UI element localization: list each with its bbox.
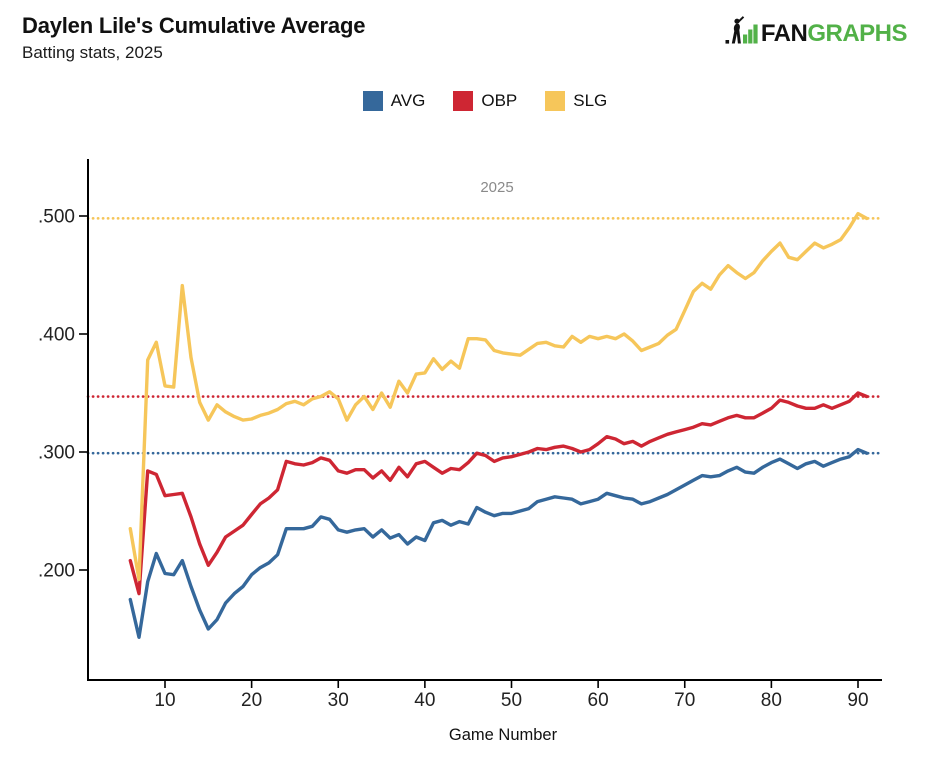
legend-item-obp[interactable]: OBP (453, 91, 517, 111)
header: Daylen Lile's Cumulative Average Batting… (22, 13, 365, 63)
fangraphs-logo-icon (725, 16, 758, 44)
x-tick-label: 30 (328, 690, 349, 711)
x-tick-label: 50 (501, 690, 522, 711)
fangraphs-logo[interactable]: FAN GRAPHS (725, 16, 907, 46)
y-tick-label: .400 (38, 325, 75, 346)
y-tick-label: .300 (38, 443, 75, 464)
x-tick-label: 60 (588, 690, 609, 711)
legend-label: AVG (390, 91, 426, 110)
legend: AVG OBP SLG (88, 91, 882, 111)
avg-line (128, 447, 869, 639)
x-tick-label: 40 (414, 690, 435, 711)
obp-line (128, 391, 869, 596)
page-title: Daylen Lile's Cumulative Average (22, 13, 366, 38)
facet-year-label: 2025 (480, 179, 513, 196)
y-tick-label: .200 (38, 561, 75, 582)
logo-text-graphs: GRAPHS (807, 20, 907, 47)
legend-item-avg[interactable]: AVG (362, 91, 426, 111)
x-tick-label: 90 (847, 690, 868, 711)
legend-label: SLG (573, 91, 608, 110)
obp-legend-swatch (453, 91, 474, 111)
page-subtitle: Batting stats, 2025 (22, 43, 163, 62)
slg-line (128, 211, 869, 582)
x-tick-label: 10 (154, 690, 175, 711)
legend-label: OBP (481, 91, 518, 110)
slg-legend-swatch (545, 91, 566, 111)
y-tick-label: .500 (38, 207, 75, 228)
avg-legend-swatch (362, 91, 383, 111)
legend-item-slg[interactable]: SLG (545, 91, 607, 111)
x-tick-label: 70 (674, 690, 695, 711)
x-axis-title: Game Number (449, 726, 558, 744)
logo-text-fan: FAN (760, 20, 808, 47)
x-tick-label: 20 (241, 690, 262, 711)
x-tick-label: 80 (761, 690, 782, 711)
